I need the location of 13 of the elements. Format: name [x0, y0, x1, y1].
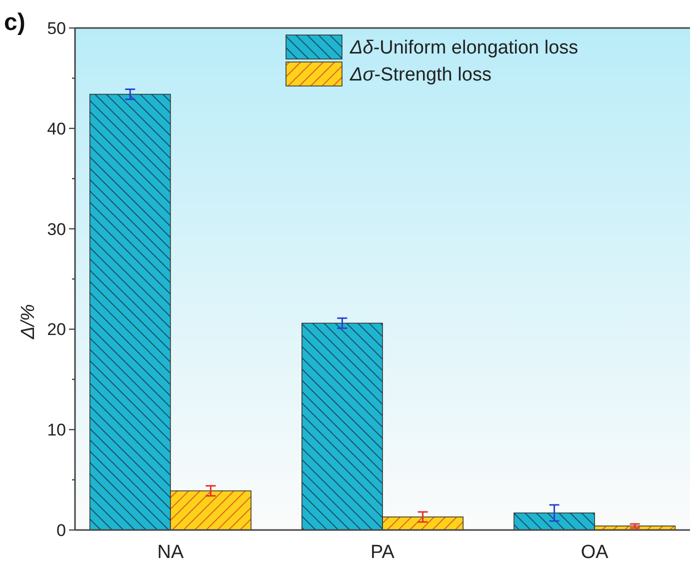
y-tick-label: 40: [47, 119, 66, 138]
y-tick-label: 20: [47, 320, 66, 340]
chart-title: c): [4, 9, 26, 36]
legend-label: Δδ-Uniform elongation loss: [349, 38, 578, 59]
x-tick-label: PA: [370, 542, 395, 563]
x-tick-label: OA: [580, 542, 609, 563]
y-tick-label: 0: [56, 520, 66, 540]
y-tick-label: 10: [47, 420, 66, 440]
y-axis-title: Δ/%: [18, 304, 39, 340]
x-tick-label: NA: [157, 542, 184, 563]
legend-label: Δσ-Strength loss: [349, 64, 492, 86]
y-tick-label: 50: [47, 18, 66, 38]
y-tick-label: 30: [47, 220, 66, 239]
